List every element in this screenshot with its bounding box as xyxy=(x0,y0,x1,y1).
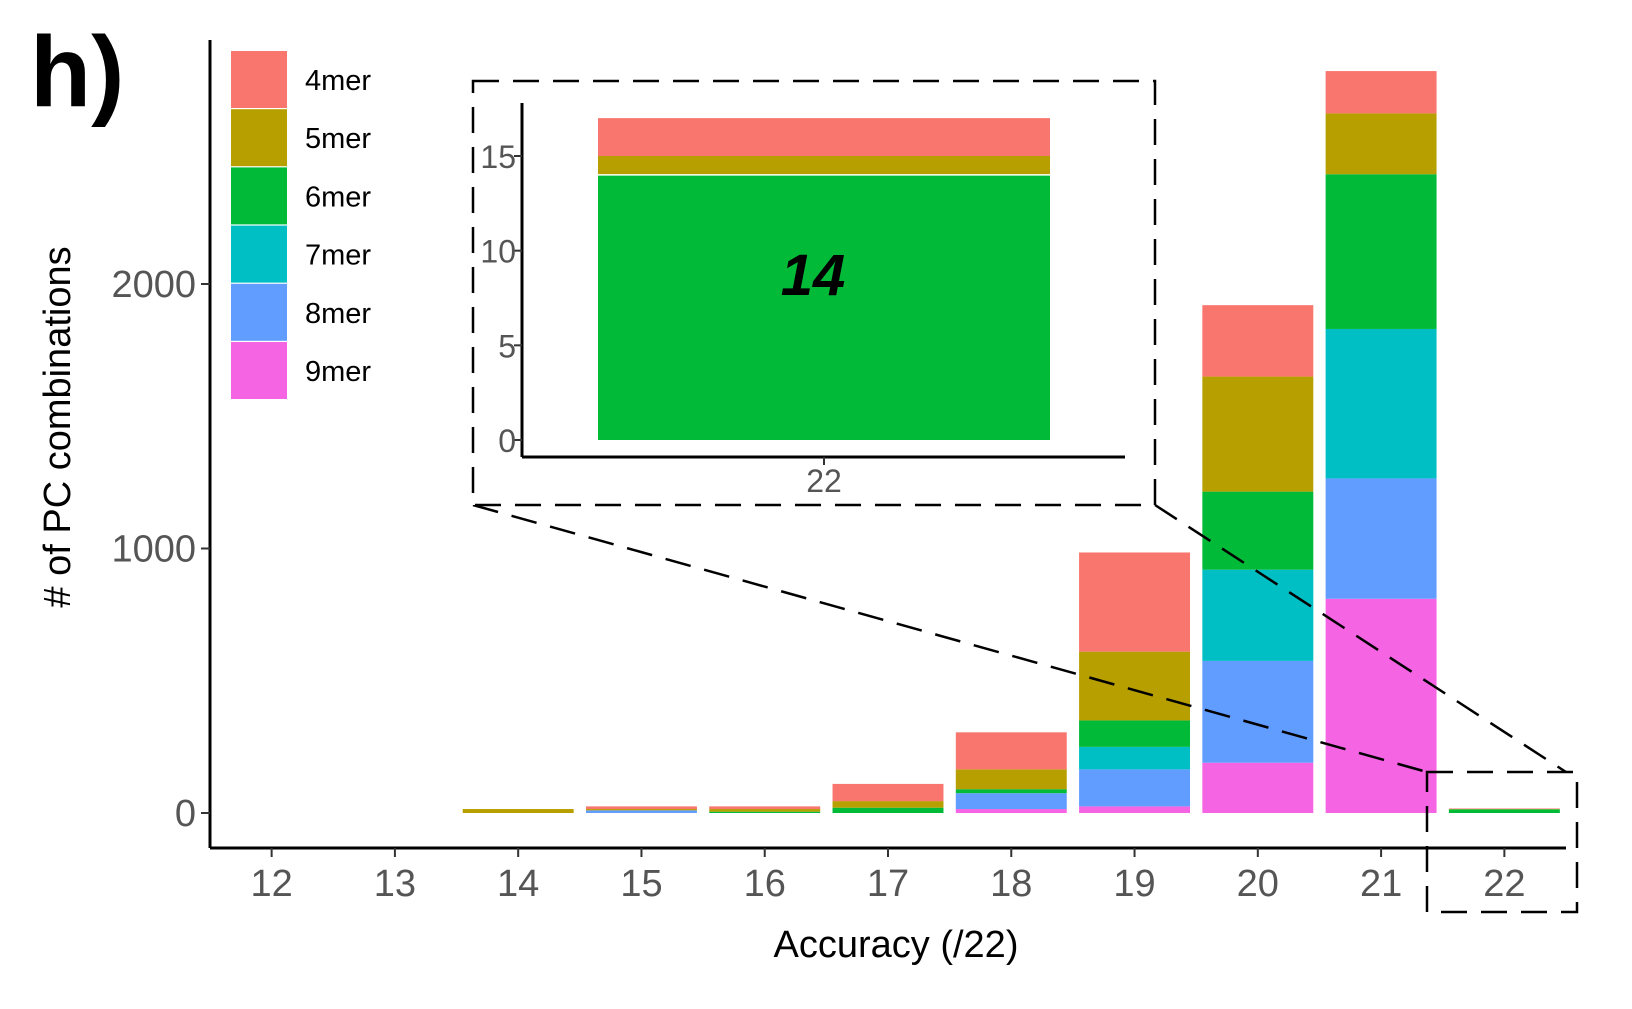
bar-9mer-20 xyxy=(1202,762,1314,813)
zoom-connector-right xyxy=(1154,503,1567,774)
y-tick-label: 0 xyxy=(175,793,196,835)
bar-5mer-20 xyxy=(1202,376,1314,492)
bar-5mer-17 xyxy=(832,801,944,808)
bar-6mer-20 xyxy=(1202,491,1314,570)
inset-y-tick-label: 5 xyxy=(498,328,516,364)
inset-y-tick-label: 10 xyxy=(480,234,516,270)
bar-5mer-14 xyxy=(462,809,574,813)
main-bars xyxy=(462,71,1560,813)
inset-chart: 0 5 10 15 22 14 xyxy=(471,79,1157,507)
legend-label-9mer: 9mer xyxy=(305,356,371,388)
bar-6mer-19 xyxy=(1079,720,1191,747)
bar-5mer-15 xyxy=(585,809,697,811)
bar-9mer-18 xyxy=(955,809,1067,813)
x-tick-label: 22 xyxy=(1483,863,1525,905)
bar-7mer-21 xyxy=(1325,328,1437,479)
y-axis-title: # of PC combinations xyxy=(37,246,79,607)
bar-4mer-22 xyxy=(1448,808,1560,810)
bar-8mer-19 xyxy=(1079,769,1191,807)
inset-frame xyxy=(471,79,1157,507)
x-tick-label: 12 xyxy=(250,863,292,905)
inset-bar-6mer xyxy=(598,174,1050,440)
bar-5mer-18 xyxy=(955,769,1067,790)
y-tick-label: 2000 xyxy=(111,264,196,306)
x-tick-label: 17 xyxy=(867,863,909,905)
bar-7mer-20 xyxy=(1202,569,1314,661)
legend-key-4mer xyxy=(231,51,287,108)
bar-8mer-21 xyxy=(1325,478,1437,599)
bar-4mer-18 xyxy=(955,732,1067,770)
inset-bar-4mer xyxy=(598,118,1050,156)
x-tick-label: 18 xyxy=(990,863,1032,905)
panel-label: h) xyxy=(30,16,124,128)
inset-y-tick-label: 15 xyxy=(480,139,516,175)
legend-key-8mer xyxy=(231,283,287,341)
y-tick-label: 1000 xyxy=(111,529,196,571)
legend: 4mer 5mer 6mer 7mer 8mer 9mer xyxy=(231,51,371,399)
legend-label-4mer: 4mer xyxy=(305,65,371,97)
bar-4mer-17 xyxy=(832,783,944,802)
bar-6mer-18 xyxy=(955,789,1067,794)
x-tick-label: 16 xyxy=(744,863,786,905)
legend-label-7mer: 7mer xyxy=(305,240,371,272)
x-tick-label: 13 xyxy=(374,863,416,905)
bar-6mer-17 xyxy=(832,807,944,813)
legend-label-5mer: 5mer xyxy=(305,123,371,155)
inset-x-tick-label: 22 xyxy=(806,463,842,499)
bar-9mer-21 xyxy=(1325,598,1437,813)
inset-annotation: 14 xyxy=(781,243,846,308)
bar-6mer-21 xyxy=(1325,174,1437,329)
x-axis-title: Accuracy (/22) xyxy=(774,924,1019,966)
legend-key-7mer xyxy=(231,225,287,283)
x-tick-label: 21 xyxy=(1360,863,1402,905)
x-tick-label: 19 xyxy=(1113,863,1155,905)
bar-4mer-20 xyxy=(1202,305,1314,377)
zoom-guides xyxy=(472,503,1579,914)
bar-8mer-20 xyxy=(1202,660,1314,763)
legend-label-6mer: 6mer xyxy=(305,181,371,213)
bar-4mer-19 xyxy=(1079,552,1191,652)
bar-5mer-19 xyxy=(1079,651,1191,721)
bar-5mer-16 xyxy=(709,809,821,812)
bar-5mer-21 xyxy=(1325,113,1437,175)
bar-6mer-16 xyxy=(709,811,821,813)
legend-key-5mer xyxy=(231,109,287,167)
bar-9mer-19 xyxy=(1079,806,1191,813)
legend-key-6mer xyxy=(231,167,287,225)
x-tick-label: 14 xyxy=(497,863,539,905)
inset-bar-5mer xyxy=(598,156,1050,175)
bar-4mer-16 xyxy=(709,806,821,810)
legend-label-8mer: 8mer xyxy=(305,298,371,330)
bar-4mer-21 xyxy=(1325,71,1437,114)
legend-key-9mer xyxy=(231,342,287,399)
bar-8mer-15 xyxy=(585,810,697,813)
bar-8mer-18 xyxy=(955,793,1067,810)
x-tick-label: 20 xyxy=(1237,863,1279,905)
x-tick-label: 15 xyxy=(620,863,662,905)
bar-7mer-19 xyxy=(1079,746,1191,770)
zoom-region-box xyxy=(1425,770,1579,914)
inset-y-tick-label: 0 xyxy=(498,423,516,459)
bar-6mer-22 xyxy=(1448,809,1560,813)
zoom-connector-left xyxy=(472,503,1428,774)
main-axes: 0 1000 2000 12 13 14 15 16 17 18 19 20 21 22 xyxy=(111,40,1566,905)
bar-4mer-15 xyxy=(585,806,697,810)
